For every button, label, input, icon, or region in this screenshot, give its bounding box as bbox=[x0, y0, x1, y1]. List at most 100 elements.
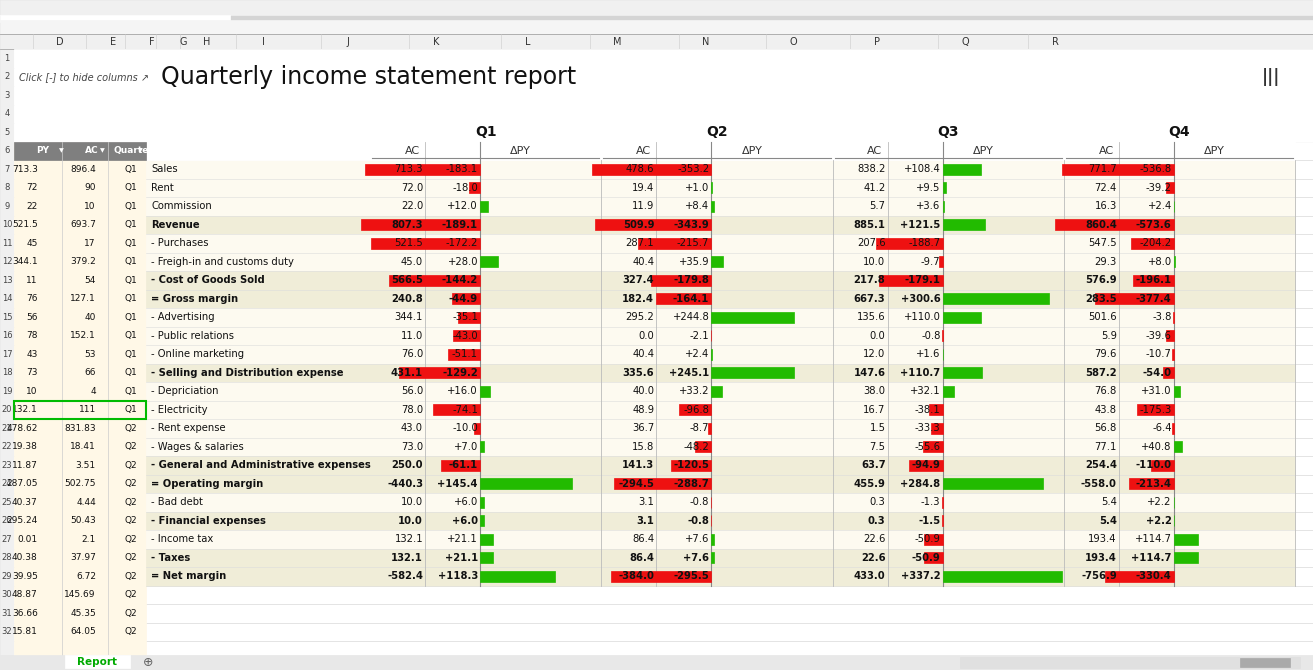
Text: 24: 24 bbox=[1, 479, 12, 488]
Text: 576.9: 576.9 bbox=[1085, 275, 1117, 285]
Bar bbox=[1171, 348, 1174, 360]
Text: 9: 9 bbox=[4, 202, 9, 211]
Text: Q2: Q2 bbox=[706, 125, 727, 139]
Text: +337.2: +337.2 bbox=[901, 572, 940, 582]
Text: 547.5: 547.5 bbox=[1088, 239, 1117, 249]
Bar bbox=[595, 219, 712, 230]
Text: Quarterly income statement report: Quarterly income statement report bbox=[161, 65, 576, 88]
Bar bbox=[14, 141, 146, 670]
Text: 17: 17 bbox=[84, 239, 96, 248]
Bar bbox=[0, 15, 230, 22]
Text: - Advertising: - Advertising bbox=[151, 312, 214, 322]
Text: Q1: Q1 bbox=[125, 313, 137, 322]
Bar bbox=[481, 552, 494, 563]
Bar bbox=[481, 515, 483, 527]
Text: 3.51: 3.51 bbox=[76, 461, 96, 470]
Text: 20: 20 bbox=[1, 405, 12, 414]
Text: 18.41: 18.41 bbox=[70, 442, 96, 452]
Text: 132.1: 132.1 bbox=[12, 405, 38, 414]
Bar bbox=[1166, 182, 1174, 194]
Bar bbox=[14, 401, 146, 419]
Text: -43.0: -43.0 bbox=[453, 331, 478, 341]
Text: 860.4: 860.4 bbox=[1085, 220, 1117, 230]
Text: Q2: Q2 bbox=[125, 479, 137, 488]
Text: Q1: Q1 bbox=[125, 369, 137, 377]
Bar bbox=[0, 655, 1313, 670]
Text: Click [-] to hide columns ↗: Click [-] to hide columns ↗ bbox=[18, 72, 148, 82]
Text: ΔPY: ΔPY bbox=[742, 146, 763, 155]
Text: 23: 23 bbox=[1, 461, 12, 470]
Bar bbox=[1095, 293, 1174, 304]
Text: P: P bbox=[874, 37, 880, 47]
Text: 240.8: 240.8 bbox=[391, 293, 423, 304]
Text: 40.4: 40.4 bbox=[633, 257, 654, 267]
Text: 182.4: 182.4 bbox=[622, 293, 654, 304]
Text: 48.87: 48.87 bbox=[12, 590, 38, 599]
Text: - Taxes: - Taxes bbox=[151, 553, 190, 563]
Text: 5: 5 bbox=[4, 128, 9, 137]
Text: 455.9: 455.9 bbox=[853, 479, 885, 488]
Text: +1.6: +1.6 bbox=[916, 349, 940, 359]
Text: 0.3: 0.3 bbox=[869, 497, 885, 507]
Text: 27: 27 bbox=[1, 535, 12, 544]
Bar bbox=[146, 549, 1295, 567]
Text: AC: AC bbox=[85, 146, 98, 155]
Text: +32.1: +32.1 bbox=[910, 386, 940, 396]
Bar bbox=[146, 234, 1295, 253]
Text: 771.7: 771.7 bbox=[1088, 164, 1117, 174]
Bar bbox=[146, 382, 1295, 401]
Text: - Depriciation: - Depriciation bbox=[151, 386, 218, 396]
Bar bbox=[146, 511, 1295, 530]
Text: 45.35: 45.35 bbox=[70, 609, 96, 618]
Text: -10.7: -10.7 bbox=[1146, 349, 1171, 359]
Bar bbox=[1133, 275, 1174, 286]
Text: 7: 7 bbox=[4, 165, 9, 174]
Bar bbox=[712, 385, 722, 397]
Bar bbox=[712, 367, 794, 379]
Text: +31.0: +31.0 bbox=[1141, 386, 1171, 396]
Bar bbox=[14, 141, 146, 160]
Text: 587.2: 587.2 bbox=[1085, 368, 1117, 378]
Text: 72.4: 72.4 bbox=[1095, 183, 1117, 193]
Text: - Selling and Distribution expense: - Selling and Distribution expense bbox=[151, 368, 344, 378]
Text: -10.0: -10.0 bbox=[452, 423, 478, 433]
Text: +2.4: +2.4 bbox=[685, 349, 709, 359]
Text: -2.1: -2.1 bbox=[689, 331, 709, 341]
Text: +21.1: +21.1 bbox=[445, 553, 478, 563]
Bar bbox=[612, 571, 712, 582]
Bar bbox=[924, 552, 943, 563]
Text: -288.7: -288.7 bbox=[674, 479, 709, 488]
Bar bbox=[372, 237, 481, 249]
Text: -189.1: -189.1 bbox=[442, 220, 478, 230]
Text: 11: 11 bbox=[26, 276, 38, 285]
Text: 56.0: 56.0 bbox=[400, 386, 423, 396]
Text: +35.9: +35.9 bbox=[679, 257, 709, 267]
Text: +114.7: +114.7 bbox=[1132, 553, 1171, 563]
Text: +3.6: +3.6 bbox=[916, 201, 940, 211]
Text: 56: 56 bbox=[26, 313, 38, 322]
Text: 713.3: 713.3 bbox=[12, 165, 38, 174]
Bar bbox=[613, 478, 712, 490]
Text: -330.4: -330.4 bbox=[1136, 572, 1171, 582]
Text: -756.9: -756.9 bbox=[1081, 572, 1117, 582]
Text: 45.0: 45.0 bbox=[400, 257, 423, 267]
Text: 5.4: 5.4 bbox=[1099, 516, 1117, 526]
Text: -110.0: -110.0 bbox=[1136, 460, 1171, 470]
Text: +6.0: +6.0 bbox=[452, 516, 478, 526]
Text: Q2: Q2 bbox=[125, 517, 137, 525]
Text: 11.0: 11.0 bbox=[400, 331, 423, 341]
Bar bbox=[0, 49, 14, 670]
Text: 295.2: 295.2 bbox=[625, 312, 654, 322]
Text: 43: 43 bbox=[26, 350, 38, 358]
Text: -582.4: -582.4 bbox=[387, 572, 423, 582]
Text: AC: AC bbox=[1099, 146, 1113, 155]
Text: - Online marketing: - Online marketing bbox=[151, 349, 244, 359]
Bar bbox=[14, 401, 146, 419]
Text: -384.0: -384.0 bbox=[618, 572, 654, 582]
Bar bbox=[943, 293, 1049, 304]
Text: 501.6: 501.6 bbox=[1088, 312, 1117, 322]
Text: PY: PY bbox=[37, 146, 50, 155]
Text: +1.0: +1.0 bbox=[685, 183, 709, 193]
Text: |||: ||| bbox=[1262, 68, 1280, 86]
Text: H: H bbox=[204, 37, 210, 47]
